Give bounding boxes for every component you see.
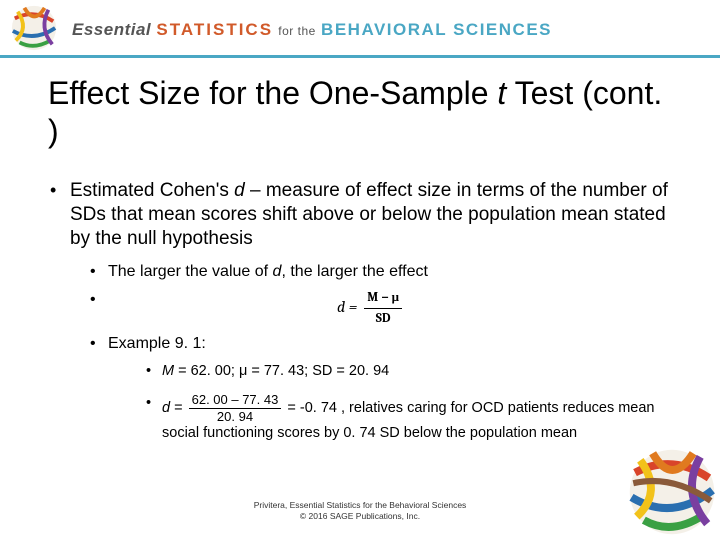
sub-bullet-formula: d = M − μ SD [70, 289, 672, 327]
header-bar: Essential STATISTICS for the BEHAVIORAL … [0, 0, 720, 58]
rubberband-ball-icon [10, 4, 58, 52]
slide-body: Effect Size for the One-Sample t Test (c… [48, 75, 672, 456]
formula-fraction: M − μ SD [364, 289, 402, 327]
footer-line1: Privitera, Essential Statistics for the … [0, 500, 720, 511]
subsub-list: M = 62. 00; μ = 77. 43; SD = 20. 94 d = … [108, 361, 672, 444]
sub-bullet-example: Example 9. 1: M = 62. 00; μ = 77. 43; SD… [70, 333, 672, 443]
sub-bullet-larger: The larger the value of d, the larger th… [70, 261, 672, 283]
bullet-main: Estimated Cohen's d – measure of effect … [48, 179, 672, 444]
rubberband-ball-corner-icon [628, 448, 716, 536]
calc-fraction: 62. 00 – 77. 4320. 94 [189, 393, 282, 423]
brand-statistics: STATISTICS [156, 20, 273, 39]
brand-essential: Essential [72, 20, 151, 39]
bullet-list: Estimated Cohen's d – measure of effect … [48, 179, 672, 444]
footer: Privitera, Essential Statistics for the … [0, 500, 720, 522]
footer-line2: © 2016 SAGE Publications, Inc. [0, 511, 720, 522]
subsub-values: M = 62. 00; μ = 77. 43; SD = 20. 94 [108, 361, 672, 381]
sub-bullet-list: The larger the value of d, the larger th… [70, 261, 672, 443]
slide-title: Effect Size for the One-Sample t Test (c… [48, 75, 672, 151]
brand-behavioral: BEHAVIORAL SCIENCES [321, 20, 552, 39]
formula: d = M − μ SD [70, 289, 672, 327]
subsub-calc: d = 62. 00 – 77. 4320. 94 = -0. 74 , rel… [108, 393, 672, 444]
brand-for: for the [278, 24, 316, 38]
brand-text: Essential STATISTICS for the BEHAVIORAL … [72, 20, 552, 40]
